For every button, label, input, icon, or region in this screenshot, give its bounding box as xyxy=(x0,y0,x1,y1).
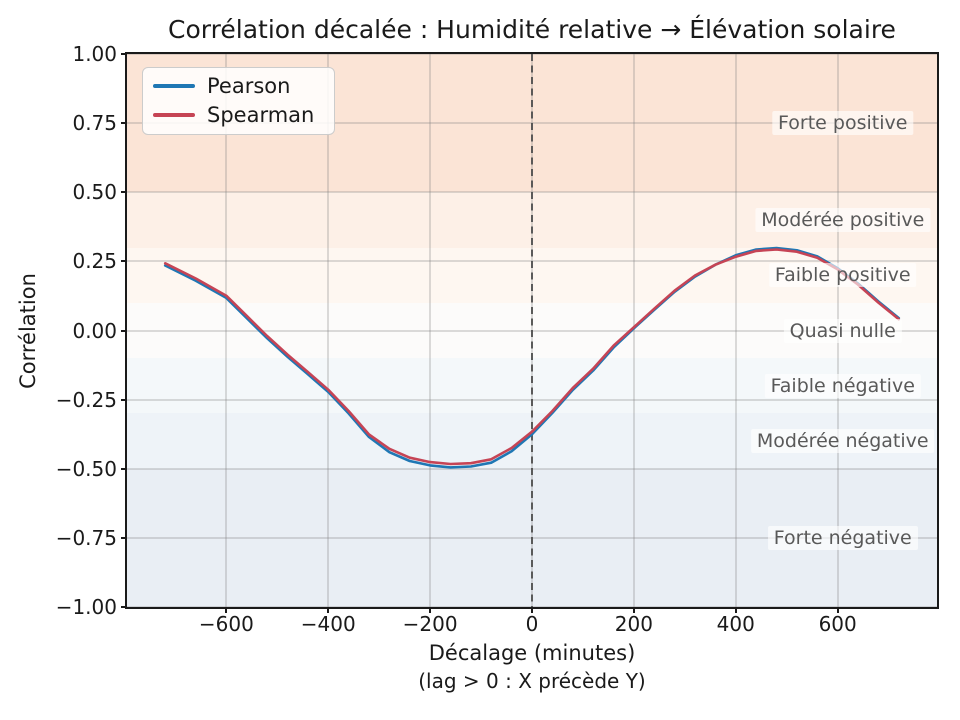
y-tick-mark xyxy=(121,606,127,608)
band-label: Modérée négative xyxy=(750,429,935,454)
y-tick-mark xyxy=(121,398,127,401)
y-tick-label: 0.00 xyxy=(72,318,117,343)
legend-entry-pearson: Pearson xyxy=(153,74,314,98)
legend-entry-spearman: Spearman xyxy=(153,103,314,127)
y-tick-mark xyxy=(121,191,127,194)
y-tick-mark xyxy=(121,53,127,55)
x-tick-mark xyxy=(734,607,737,613)
x-tick-mark xyxy=(429,607,432,613)
y-tick-label: 0.50 xyxy=(72,180,117,205)
y-tick-mark xyxy=(121,467,127,470)
pearson-line-swatch xyxy=(153,84,195,88)
gridline-vertical xyxy=(734,54,737,607)
band-label: Forte positive xyxy=(772,111,914,136)
band-label: Forte négative xyxy=(767,525,918,550)
y-tick-label: −0.50 xyxy=(55,456,117,481)
y-tick-label: −1.00 xyxy=(55,595,117,619)
gridline-vertical xyxy=(327,54,330,607)
x-tick-mark xyxy=(531,607,533,613)
gridline-vertical xyxy=(225,54,228,607)
x-tick-label: −400 xyxy=(300,612,356,636)
band-label: Faible positive xyxy=(768,263,917,288)
y-axis-label-box: Corrélation xyxy=(6,54,50,607)
spearman-line-swatch xyxy=(153,113,195,117)
x-tick-label: 600 xyxy=(818,612,857,636)
x-tick-label: 400 xyxy=(716,612,755,636)
pearson-line xyxy=(163,246,901,469)
x-tick-mark xyxy=(836,607,839,613)
x-axis-label-line2: (lag > 0 : X précède Y) xyxy=(418,669,646,693)
curves-canvas xyxy=(163,54,901,607)
y-tick-label: 0.25 xyxy=(72,249,117,274)
legend-label-pearson: Pearson xyxy=(207,74,291,98)
y-tick-mark xyxy=(121,536,127,539)
band-label: Quasi nulle xyxy=(783,318,902,343)
x-tick-mark xyxy=(225,607,228,613)
y-axis-label: Corrélation xyxy=(16,272,40,389)
x-tick-mark xyxy=(327,607,330,613)
spearman-line xyxy=(163,248,901,466)
x-tick-mark xyxy=(632,607,635,613)
x-tick-label: −600 xyxy=(198,612,254,636)
gridline-vertical xyxy=(632,54,635,607)
y-tick-label: 0.75 xyxy=(72,111,117,136)
band-label: Faible négative xyxy=(764,373,921,398)
chart-title: Corrélation décalée : Humidité relative … xyxy=(168,15,896,44)
y-tick-label: −0.25 xyxy=(55,387,117,412)
band-label: Modérée positive xyxy=(755,207,931,232)
x-tick-label: 0 xyxy=(525,612,539,636)
x-tick-label: 200 xyxy=(614,612,653,636)
gridline-vertical xyxy=(429,54,432,607)
y-tick-label: −0.75 xyxy=(55,525,117,550)
y-tick-mark xyxy=(121,329,127,332)
x-tick-label: −200 xyxy=(402,612,458,636)
y-tick-label: 1.00 xyxy=(72,42,117,66)
y-tick-mark xyxy=(121,260,127,263)
legend-label-spearman: Spearman xyxy=(207,103,315,127)
x-axis-label-line1: Décalage (minutes) xyxy=(428,641,636,665)
legend: Pearson Spearman xyxy=(142,67,336,135)
y-tick-mark xyxy=(121,122,127,125)
